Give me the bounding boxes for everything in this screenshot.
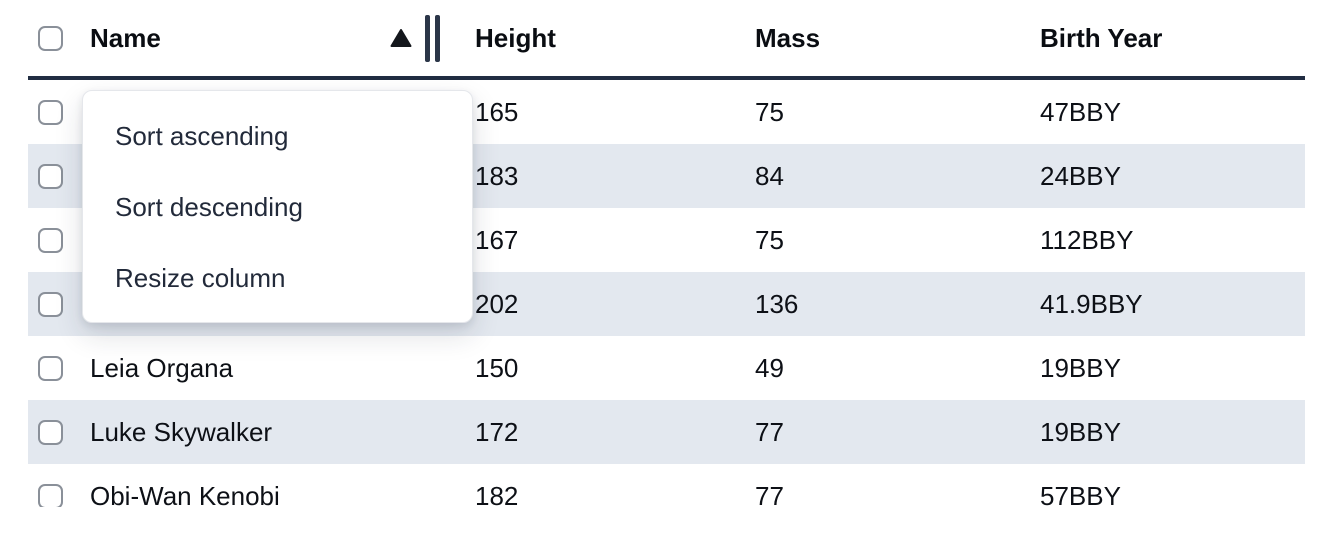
cell-mass: 75 (755, 96, 784, 127)
cell-height: 165 (475, 96, 519, 127)
cell-mass: 136 (755, 288, 799, 319)
cell-name: Leia Organa (90, 352, 234, 383)
cell-height: 182 (475, 480, 519, 508)
column-header-height[interactable]: Height (475, 23, 755, 54)
table-row: Obi-Wan Kenobi 182 77 57BBY (28, 464, 1305, 507)
cell-birth-year: 24BBY (1040, 160, 1121, 191)
column-header-mass-label: Mass (755, 22, 821, 53)
resize-bar (425, 14, 430, 62)
sort-ascending-icon (390, 28, 412, 48)
table-row: 165 75 47BBY (28, 80, 1305, 144)
menu-item-resize-column[interactable]: Resize column (115, 263, 286, 293)
row-checkbox[interactable] (38, 291, 63, 317)
cell-height: 150 (475, 352, 519, 383)
cell-mass: 75 (755, 224, 784, 255)
table-row: Leia Organa 150 49 19BBY (28, 336, 1305, 400)
cell-height: 202 (475, 288, 519, 319)
row-checkbox[interactable] (38, 163, 63, 189)
column-header-name-label: Name (90, 22, 161, 53)
column-header-name[interactable]: Name (90, 14, 475, 62)
header-select-cell (28, 25, 90, 51)
menu-item-sort-descending[interactable]: Sort descending (115, 192, 303, 222)
cell-height: 172 (475, 416, 519, 447)
table-header-row: Name Height Mass (28, 0, 1305, 80)
cell-mass: 49 (755, 352, 784, 383)
table-row: Luke Skywalker 172 77 19BBY (28, 400, 1305, 464)
row-checkbox[interactable] (38, 227, 63, 253)
row-checkbox[interactable] (38, 419, 63, 445)
select-all-checkbox[interactable] (38, 25, 63, 51)
cell-birth-year: 19BBY (1040, 352, 1121, 383)
column-header-birth-year-label: Birth Year (1040, 22, 1163, 53)
cell-birth-year: 19BBY (1040, 416, 1121, 447)
cell-mass: 77 (755, 480, 784, 508)
column-header-birth-year[interactable]: Birth Year (1040, 23, 1305, 54)
row-checkbox[interactable] (38, 99, 63, 125)
cell-height: 167 (475, 224, 519, 255)
column-context-menu: Sort ascending Sort descending Resize co… (82, 90, 473, 323)
table-row: 167 75 112BBY (28, 208, 1305, 272)
cell-height: 183 (475, 160, 519, 191)
row-checkbox[interactable] (38, 483, 63, 507)
cell-birth-year: 112BBY (1040, 224, 1134, 255)
column-header-height-label: Height (475, 22, 556, 53)
cell-mass: 77 (755, 416, 784, 447)
column-header-mass[interactable]: Mass (755, 23, 1040, 54)
menu-item-sort-ascending[interactable]: Sort ascending (115, 121, 289, 151)
resize-bar (435, 14, 440, 62)
cell-mass: 84 (755, 160, 784, 191)
cell-name: Obi-Wan Kenobi (90, 480, 280, 508)
row-checkbox[interactable] (38, 355, 63, 381)
cell-birth-year: 41.9BBY (1040, 288, 1143, 319)
cell-birth-year: 57BBY (1040, 480, 1121, 508)
cell-birth-year: 47BBY (1040, 96, 1121, 127)
column-resize-handle-icon[interactable] (425, 14, 440, 62)
cell-name: Luke Skywalker (90, 416, 273, 447)
